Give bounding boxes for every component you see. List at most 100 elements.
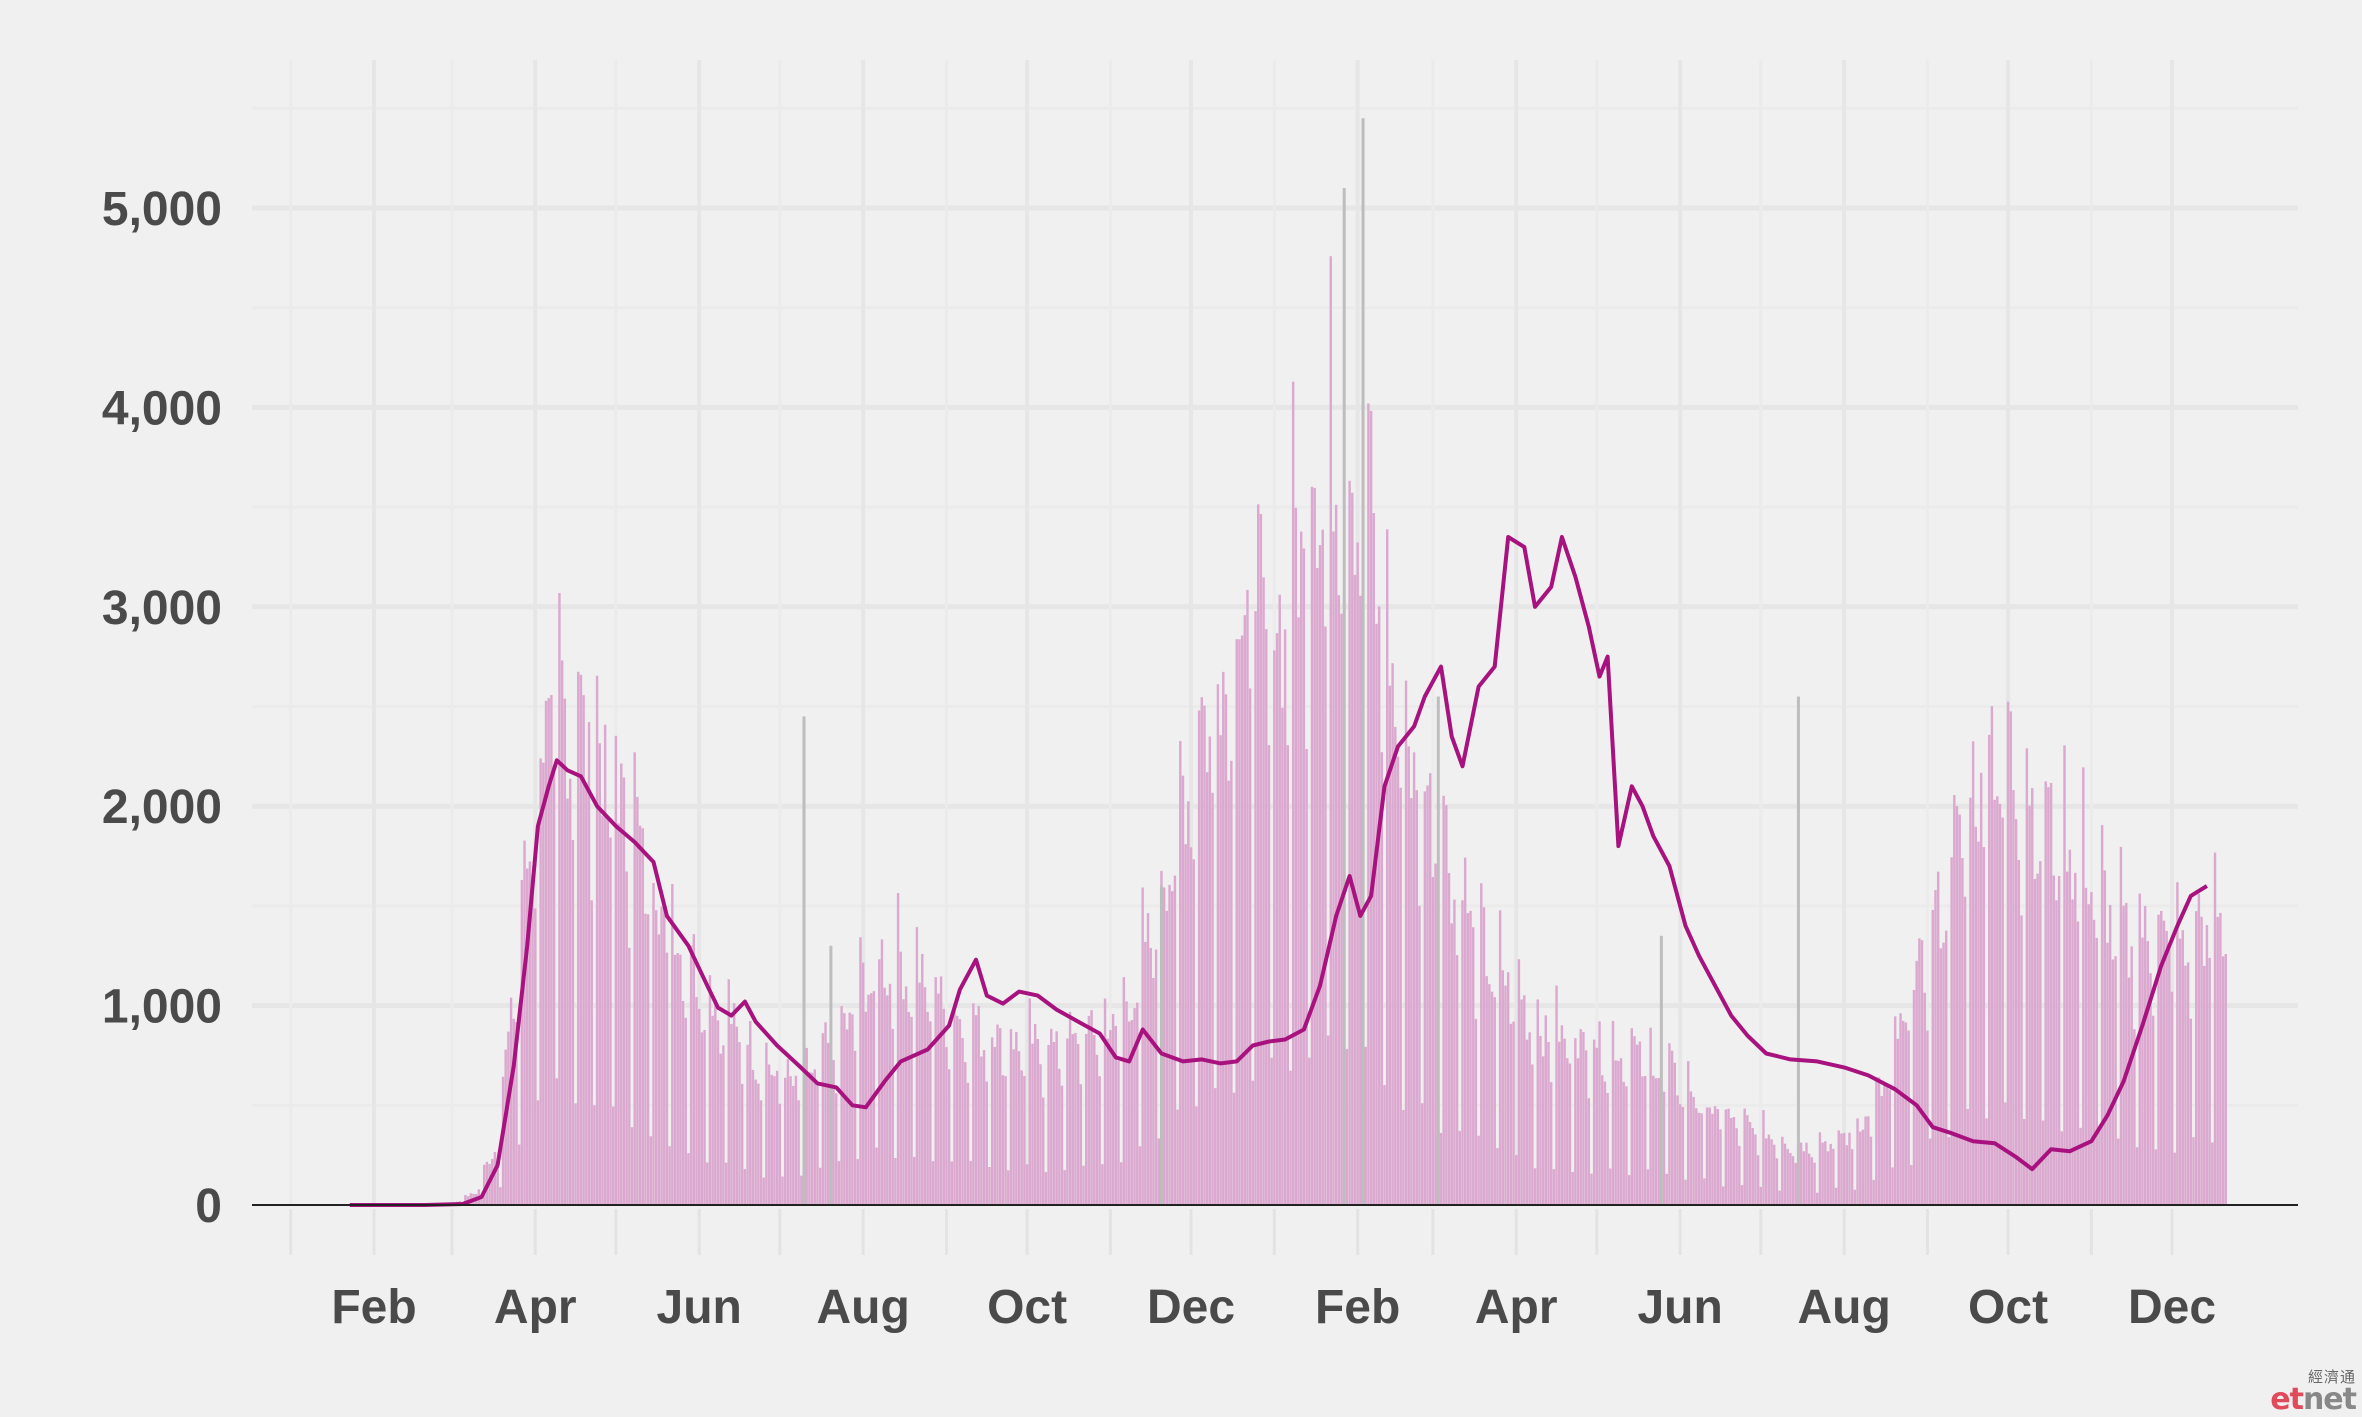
daily-bar [832,1060,835,1205]
daily-bar [2125,902,2128,1205]
daily-bar [1055,1031,1058,1205]
daily-bar [1205,772,1209,1205]
daily-bar [1286,745,1289,1205]
daily-bar [1334,504,1338,1205]
daily-bar [534,908,537,1205]
daily-bar [630,1127,634,1205]
daily-bar [1802,1151,1806,1205]
daily-bar [2208,957,2211,1205]
daily-bar [1493,997,1496,1205]
daily-bar [826,1042,830,1205]
daily-bar [888,983,892,1205]
daily-bar [711,1015,714,1205]
daily-bar [1582,1032,1585,1205]
daily-bar [657,934,661,1205]
daily-bar [714,1004,717,1205]
daily-bar [982,1050,986,1205]
daily-bar [2194,911,2198,1205]
daily-bar [1544,1015,1547,1205]
daily-bar [2095,937,2098,1205]
daily-bar [958,1019,962,1205]
daily-bar [1259,514,1263,1205]
daily-bar [1979,772,1983,1205]
daily-bar [1816,1192,1819,1205]
daily-bar [2108,904,2112,1205]
daily-bar [754,1079,757,1205]
daily-bar [947,1069,951,1205]
daily-bar [1523,995,1526,1205]
daily-bar [1101,1164,1104,1205]
daily-bar [1824,1141,1827,1205]
daily-bar [1732,1117,1736,1205]
daily-bar [1627,1175,1631,1205]
daily-bar [663,902,666,1205]
etnet-logo: etnet [2270,1385,2357,1415]
daily-bar [1141,887,1144,1205]
daily-bar [673,954,677,1205]
daily-bar [1786,1148,1789,1205]
daily-bar [1880,1095,1883,1205]
daily-bar [520,879,524,1205]
daily-bar [1611,1020,1615,1205]
daily-bar [571,839,575,1205]
daily-bar [1633,1036,1636,1205]
daily-bar [1289,1070,1292,1205]
daily-bar [2092,919,2096,1205]
daily-bar [945,1047,948,1205]
daily-bar [1614,1060,1617,1205]
daily-bar [1302,548,1306,1205]
daily-bar [515,1022,518,1205]
daily-bar [921,953,924,1205]
daily-bar [1004,1076,1007,1205]
daily-bar [783,1077,787,1205]
daily-bar [1265,629,1268,1205]
daily-bar [1313,487,1316,1205]
daily-bar [988,1167,991,1205]
daily-bar [1950,857,1953,1205]
daily-bar [1128,1021,1131,1205]
daily-bar [1197,710,1201,1205]
daily-bar [1821,1142,1824,1205]
daily-bar [985,1081,988,1205]
daily-bar [1818,1132,1822,1205]
daily-bar [585,786,588,1205]
daily-bar [1770,1139,1773,1205]
daily-bar [1961,858,1964,1205]
daily-bar [523,840,526,1205]
daily-bar [695,997,698,1205]
daily-bar [1251,1080,1255,1205]
daily-bar [1662,1091,1666,1205]
daily-bar [2135,1147,2139,1205]
daily-bar [808,1071,811,1205]
daily-bar [1920,940,1924,1205]
daily-bar [2055,900,2058,1205]
daily-bar [1396,756,1400,1205]
daily-bar [1931,909,1935,1205]
daily-bar [1079,1084,1083,1205]
daily-bar [1579,1029,1582,1205]
daily-bar [996,1024,999,1205]
daily-bar [727,979,730,1205]
x-tick-label: Jun [657,1281,742,1334]
daily-bar [1329,256,1332,1205]
daily-bar [1619,1058,1623,1205]
daily-bar [1219,735,1222,1205]
daily-bar [775,1070,779,1205]
daily-bar [1536,999,1539,1205]
daily-bar [1240,635,1244,1205]
daily-bar [671,884,674,1205]
daily-bar [2157,914,2160,1205]
daily-bar [1009,1029,1013,1205]
daily-bar [835,1093,838,1205]
daily-bar [1971,741,1975,1205]
daily-bar [722,1045,725,1205]
daily-bar [1345,1048,1349,1205]
daily-bar [2065,871,2069,1205]
daily-bar [2211,1142,2214,1205]
daily-bar [1963,896,1967,1205]
daily-bar [1426,785,1429,1205]
daily-bar [598,743,601,1205]
daily-bar [1200,697,1203,1205]
x-tick-label: Dec [1147,1281,1235,1334]
daily-bar [568,778,572,1205]
